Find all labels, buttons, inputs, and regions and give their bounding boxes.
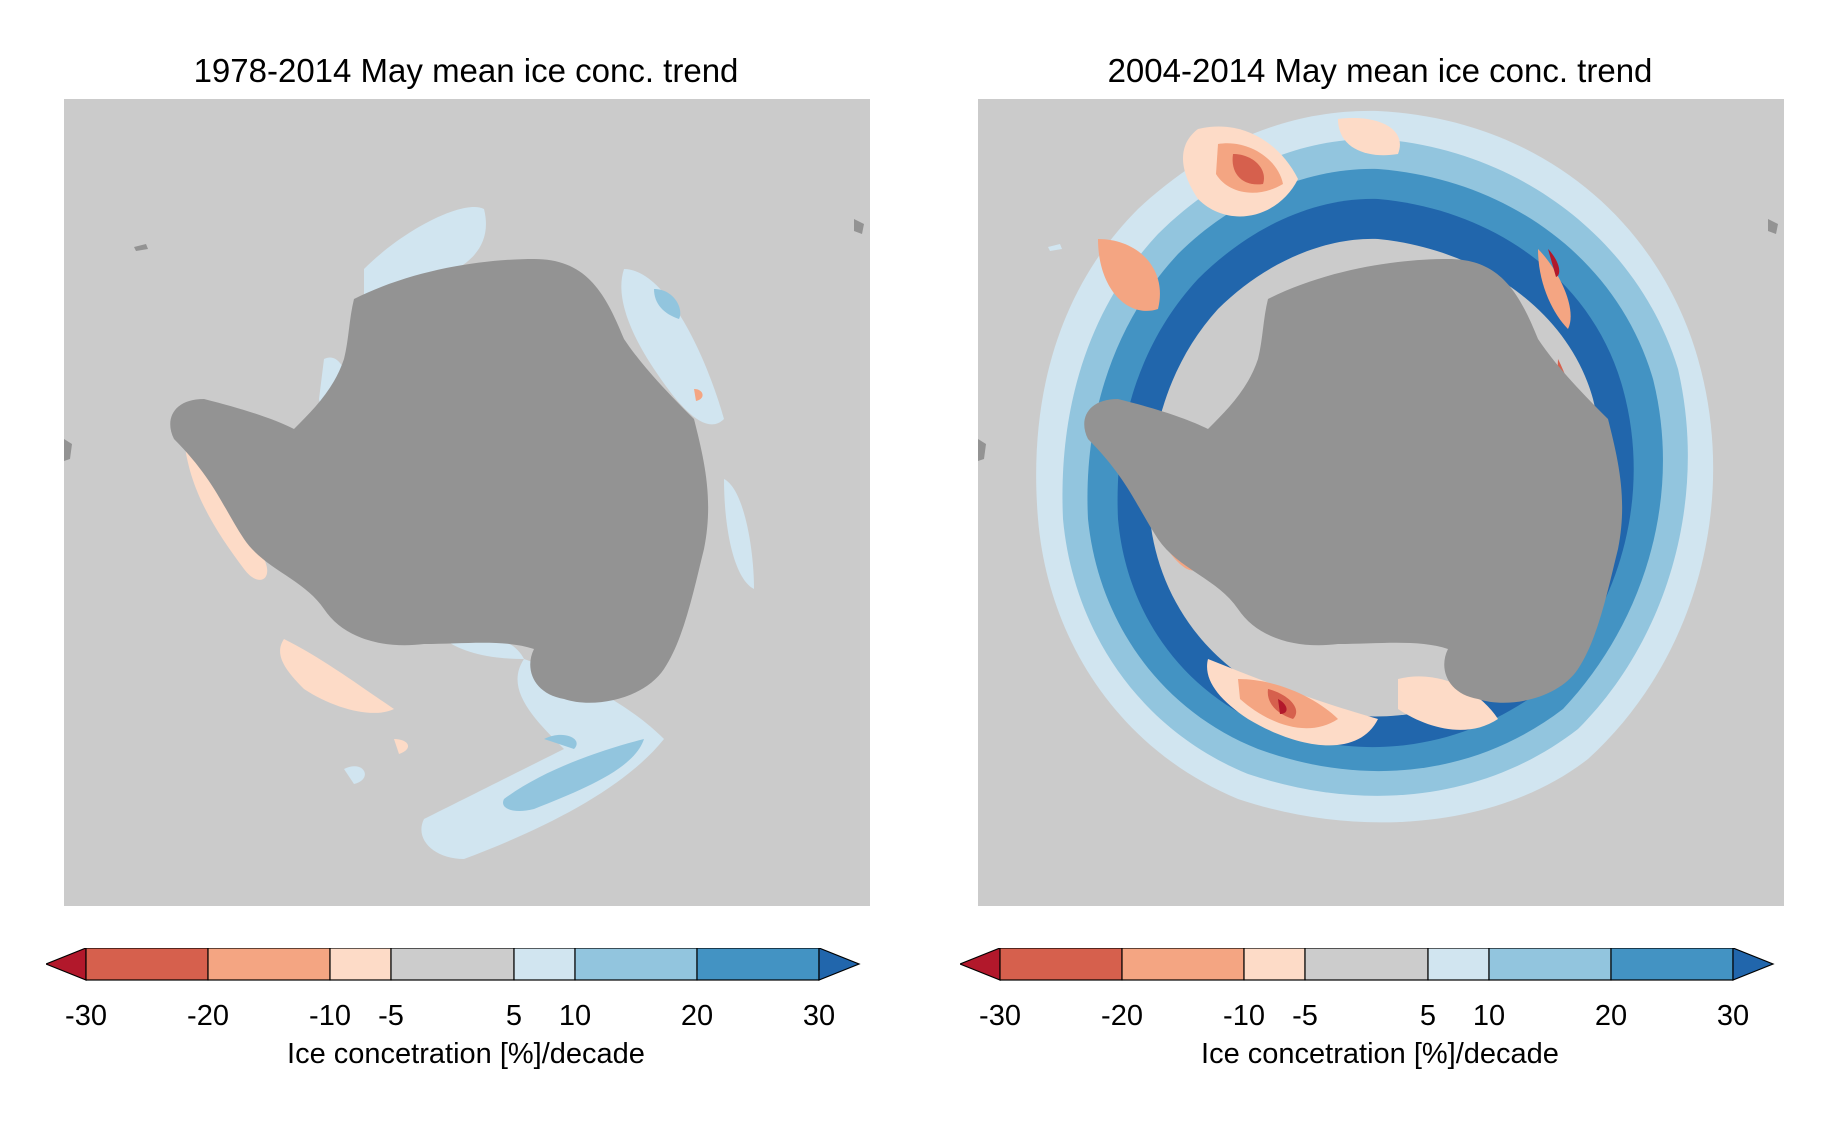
trend-map — [64, 99, 870, 906]
map-title: 2004-2014 May mean ice conc. trend — [1107, 52, 1653, 89]
colorbar-tick: 5 — [505, 1000, 523, 1032]
colorbar — [46, 948, 861, 981]
map-title: 1978-2014 May mean ice conc. trend — [193, 52, 739, 89]
colorbar-tick: 20 — [680, 1000, 714, 1032]
colorbar-tick: 20 — [1594, 1000, 1628, 1032]
trend-map — [978, 99, 1784, 906]
island-left — [64, 439, 72, 461]
colorbar-tick: 10 — [558, 1000, 592, 1032]
colorbar-label: Ice concetration [%]/decade — [1201, 1038, 1559, 1070]
colorbar-tick: -20 — [1101, 1000, 1143, 1032]
colorbar-tick: 5 — [1419, 1000, 1437, 1032]
colorbar-tick: -5 — [1292, 1000, 1318, 1032]
panel-2004-2014: 2004-2014 May mean ice conc. trend — [960, 0, 1800, 1134]
island-right — [854, 219, 864, 234]
antarctica-land — [170, 259, 709, 703]
positive-trend-10-20-regions — [503, 289, 681, 811]
colorbar-tick: -10 — [1223, 1000, 1265, 1032]
colorbar — [960, 948, 1775, 981]
panel-1978-2014: 1978-2014 May mean ice conc. trend — [46, 0, 886, 1134]
colorbar-tick: 10 — [1472, 1000, 1506, 1032]
colorbar-tick: -30 — [65, 1000, 107, 1032]
colorbar-tick: -20 — [187, 1000, 229, 1032]
colorbar-tick: -5 — [378, 1000, 404, 1032]
negative-trend-10-20-regions — [694, 389, 703, 401]
antarctica-land — [1084, 259, 1623, 703]
colorbar-tick: -10 — [309, 1000, 351, 1032]
colorbar-tick: -30 — [979, 1000, 1021, 1032]
island-top — [1048, 244, 1062, 251]
colorbar-tick: 30 — [1716, 1000, 1750, 1032]
colorbar-max-extend — [818, 948, 861, 981]
colorbar-max-extend — [1732, 948, 1775, 981]
colorbar-label: Ice concetration [%]/decade — [287, 1038, 645, 1070]
colorbar-tick: 30 — [802, 1000, 836, 1032]
colorbar-min-extend — [960, 948, 1001, 981]
island-right — [1768, 219, 1778, 234]
island-top — [134, 244, 148, 251]
island-left — [978, 439, 986, 461]
colorbar-min-extend — [46, 948, 87, 981]
